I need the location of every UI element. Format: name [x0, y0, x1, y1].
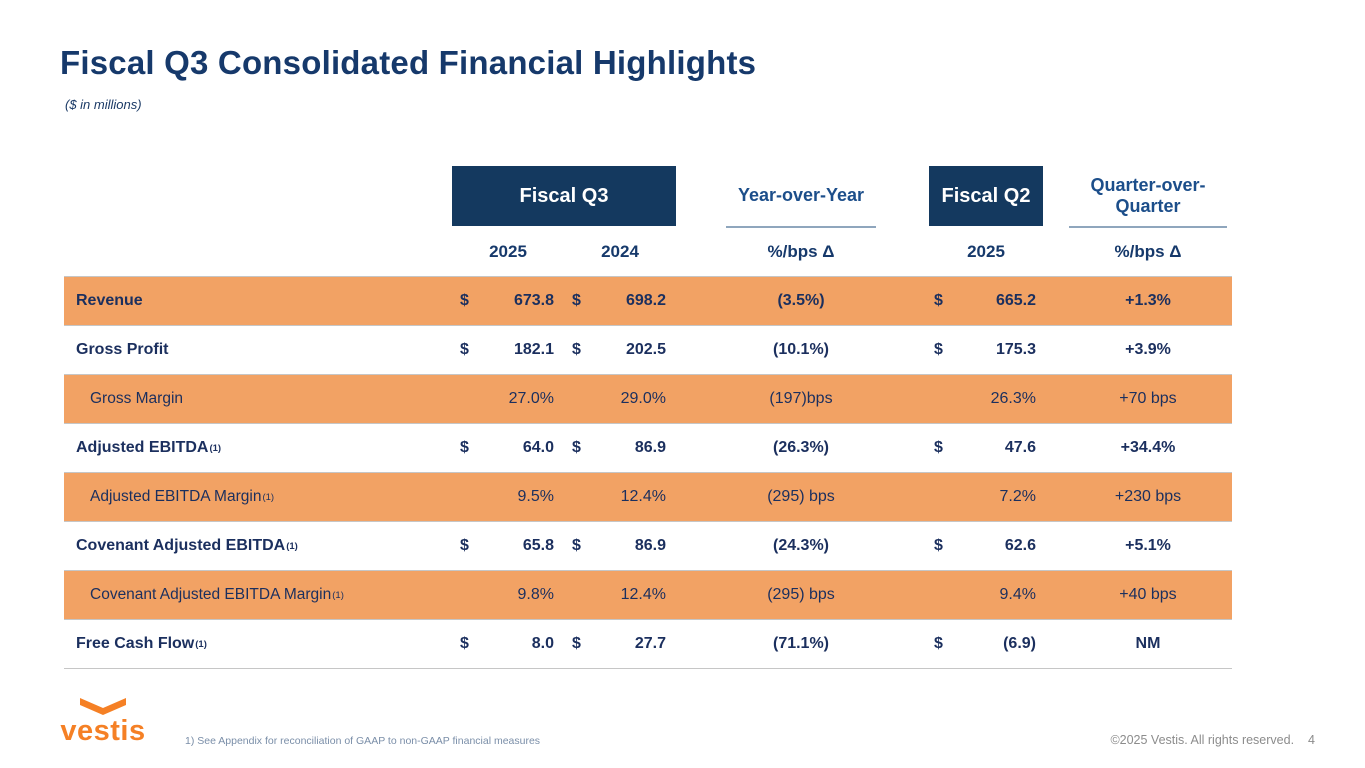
q2-2025-value: $62.6 [934, 537, 1036, 554]
q3-2025-value: $64.0 [460, 439, 554, 456]
qoq-underline [1069, 226, 1227, 228]
col-header-qoq-delta: %/bps Δ [1114, 242, 1182, 261]
header-spacer [64, 166, 452, 228]
table-row-gross-profit: Gross Profit $182.1 $202.5 (10.1%) $175.… [64, 325, 1232, 374]
qoq-header-group: Quarter-over-Quarter [1046, 166, 1232, 228]
q3-2024-value: $86.9 [572, 439, 666, 456]
footnote: 1) See Appendix for reconciliation of GA… [185, 735, 541, 747]
col-header-yoy-delta: %/bps Δ [767, 242, 835, 261]
q2-2025-value: $47.6 [934, 439, 1036, 456]
fiscal-q2-header: Fiscal Q2 [929, 166, 1043, 226]
q3-2024-value: $86.9 [572, 537, 666, 554]
row-label: Covenant Adjusted EBITDA Margin (1) [90, 586, 344, 603]
yoy-value: (10.1%) [772, 341, 830, 358]
yoy-value: (71.1%) [772, 635, 830, 652]
yoy-value: (3.5%) [777, 292, 825, 309]
qoq-value: +1.3% [1125, 292, 1171, 309]
table-row-adjusted-ebitda-margin: Adjusted EBITDA Margin (1) 9.5% 12.4% (29… [64, 472, 1232, 521]
qoq-value: +3.9% [1125, 341, 1171, 358]
q3-2024-value: 12.4% [620, 488, 666, 505]
col-header-q3-2025: 2025 [489, 242, 527, 261]
yoy-header-group: Year-over-Year [676, 166, 926, 228]
qoq-value: +40 bps [1119, 586, 1177, 603]
q3-2024-value: $27.7 [572, 635, 666, 652]
row-label: Covenant Adjusted EBITDA (1) [76, 537, 298, 554]
yoy-value: (197)bps [769, 390, 833, 407]
row-label: Free Cash Flow (1) [76, 635, 207, 652]
row-label: Adjusted EBITDA Margin (1) [90, 488, 275, 505]
subheader-spacer [64, 228, 452, 276]
table-header-groups: Fiscal Q3 Year-over-Year Fiscal Q2 Quart… [64, 166, 1232, 228]
row-label: Gross Margin [90, 390, 184, 407]
q3-2025-value: 27.0% [508, 390, 554, 407]
page-number: 4 [1308, 733, 1315, 747]
page-title: Fiscal Q3 Consolidated Financial Highlig… [60, 44, 757, 81]
q2-2025-value: $665.2 [934, 292, 1036, 309]
q2-2025-value: 9.4% [999, 586, 1036, 603]
fiscal-q3-header: Fiscal Q3 [452, 166, 676, 226]
q3-2024-value: 12.4% [620, 586, 666, 603]
q3-2024-value: $698.2 [572, 292, 666, 309]
col-header-q3-2024: 2024 [601, 242, 639, 261]
units-note: ($ in millions) [65, 97, 142, 112]
qoq-value: +34.4% [1120, 439, 1176, 456]
q3-2025-value: 9.8% [517, 586, 554, 603]
q2-2025-value: 26.3% [990, 390, 1036, 407]
row-label: Gross Profit [76, 341, 169, 358]
yoy-value: (26.3%) [772, 439, 830, 456]
vestis-logo-mark [80, 698, 126, 715]
copyright: ©2025 Vestis. All rights reserved. 4 [1110, 733, 1315, 747]
q2-2025-value: $ (6.9) [934, 635, 1036, 652]
table-row-free-cash-flow: Free Cash Flow (1) $8.0 $27.7 (71.1%) $ (6… [64, 619, 1232, 669]
yoy-underline [726, 226, 876, 228]
q3-2025-value: $182.1 [460, 341, 554, 358]
table-row-covenant-adjusted-ebitda-margin: Covenant Adjusted EBITDA Margin (1) 9.8% … [64, 570, 1232, 619]
q3-2024-value: 29.0% [620, 390, 666, 407]
q2-2025-value: $175.3 [934, 341, 1036, 358]
row-label: Adjusted EBITDA (1) [76, 439, 222, 456]
vestis-logo: vestis [58, 698, 148, 746]
q3-2025-value: $673.8 [460, 292, 554, 309]
table-row-revenue: Revenue $673.8 $698.2 (3.5%) $665.2 +1.3… [64, 276, 1232, 325]
col-header-q2-2025: 2025 [967, 242, 1005, 261]
table-row-gross-margin: Gross Margin 27.0% 29.0% (197)bps 26.3% … [64, 374, 1232, 423]
yoy-value: (24.3%) [772, 537, 830, 554]
row-label: Revenue [76, 292, 143, 309]
q3-2025-value: $8.0 [460, 635, 554, 652]
table-row-adjusted-ebitda: Adjusted EBITDA (1) $64.0 $86.9 (26.3%) $… [64, 423, 1232, 472]
qoq-value: NM [1135, 635, 1161, 652]
yoy-header-label: Year-over-Year [737, 185, 865, 206]
financial-highlights-table: Fiscal Q3 Year-over-Year Fiscal Q2 Quart… [64, 166, 1232, 669]
q3-2025-value: 9.5% [517, 488, 554, 505]
yoy-value: (295) bps [767, 586, 835, 603]
vestis-wordmark: vestis [60, 715, 146, 747]
yoy-value: (295) bps [767, 488, 835, 505]
q3-2025-value: $65.8 [460, 537, 554, 554]
q3-2024-value: $202.5 [572, 341, 666, 358]
qoq-header-label: Quarter-over-Quarter [1090, 174, 1206, 216]
qoq-value: +5.1% [1125, 537, 1171, 554]
qoq-value: +70 bps [1119, 390, 1177, 407]
table-subheaders: 2025 2024 %/bps Δ 2025 %/bps Δ [64, 228, 1232, 276]
copyright-text: ©2025 Vestis. All rights reserved. [1110, 733, 1295, 747]
q2-2025-value: 7.2% [999, 488, 1036, 505]
table-row-covenant-adjusted-ebitda: Covenant Adjusted EBITDA (1) $65.8 $86.9 … [64, 521, 1232, 570]
qoq-value: +230 bps [1114, 488, 1182, 505]
